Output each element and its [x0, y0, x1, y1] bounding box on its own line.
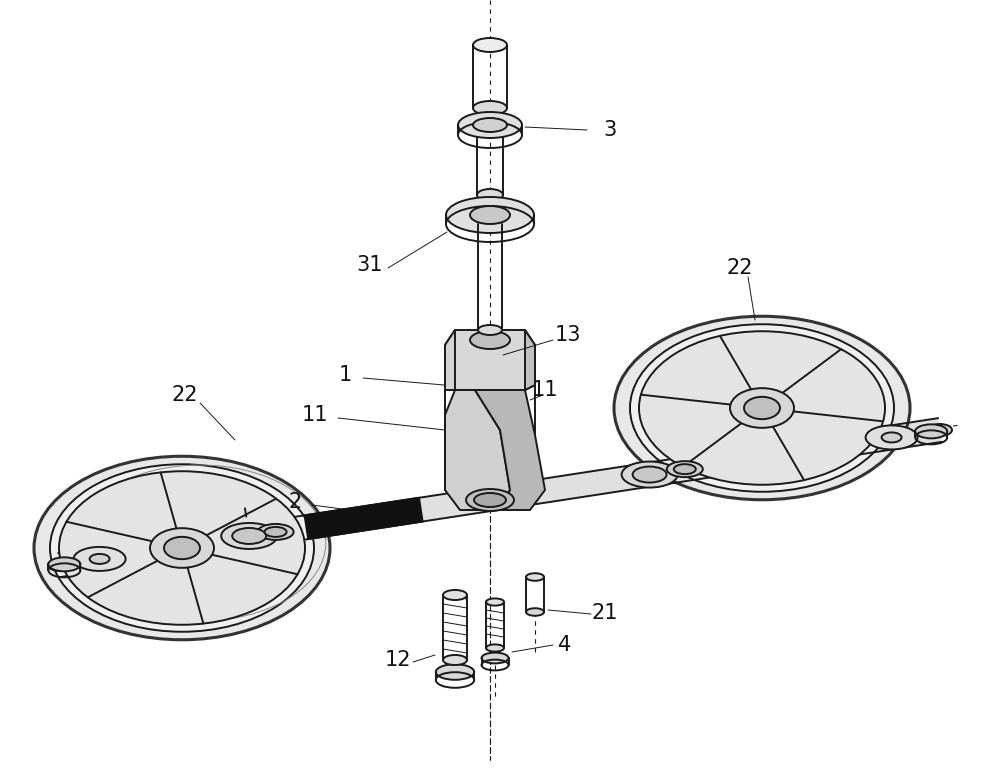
Ellipse shape — [90, 554, 110, 564]
Ellipse shape — [633, 467, 667, 482]
Ellipse shape — [50, 465, 314, 632]
Ellipse shape — [486, 644, 504, 651]
Text: 11: 11 — [302, 405, 328, 425]
Ellipse shape — [473, 38, 507, 52]
Ellipse shape — [667, 461, 703, 477]
Polygon shape — [445, 330, 455, 390]
Ellipse shape — [526, 608, 544, 615]
Polygon shape — [58, 418, 942, 577]
Polygon shape — [445, 330, 535, 390]
Ellipse shape — [478, 325, 502, 335]
Text: 13: 13 — [555, 325, 581, 345]
Ellipse shape — [34, 456, 330, 640]
Ellipse shape — [150, 528, 214, 568]
Ellipse shape — [928, 424, 952, 436]
Ellipse shape — [630, 325, 894, 492]
Ellipse shape — [466, 489, 514, 511]
Ellipse shape — [164, 536, 200, 559]
Text: 4: 4 — [558, 635, 572, 655]
Ellipse shape — [882, 432, 902, 443]
Ellipse shape — [866, 425, 918, 450]
Ellipse shape — [474, 493, 506, 507]
Polygon shape — [525, 330, 535, 390]
Text: 22: 22 — [172, 385, 198, 405]
Ellipse shape — [470, 331, 510, 349]
Ellipse shape — [48, 559, 72, 571]
Ellipse shape — [446, 197, 534, 233]
Ellipse shape — [915, 425, 947, 439]
Ellipse shape — [482, 653, 509, 663]
Ellipse shape — [59, 472, 305, 625]
Ellipse shape — [526, 573, 544, 581]
Ellipse shape — [473, 101, 507, 115]
Ellipse shape — [639, 332, 885, 485]
Text: 31: 31 — [357, 255, 383, 275]
Text: 12: 12 — [385, 650, 411, 670]
Ellipse shape — [730, 388, 794, 428]
Text: 1: 1 — [338, 365, 352, 385]
Text: 21: 21 — [592, 603, 618, 623]
Text: 3: 3 — [603, 120, 617, 140]
Ellipse shape — [477, 189, 503, 201]
Ellipse shape — [614, 316, 910, 500]
Ellipse shape — [458, 112, 522, 138]
Ellipse shape — [436, 664, 474, 680]
Ellipse shape — [674, 465, 696, 474]
Ellipse shape — [48, 558, 80, 572]
Polygon shape — [445, 390, 510, 510]
Ellipse shape — [74, 547, 126, 571]
Polygon shape — [305, 498, 423, 539]
Ellipse shape — [744, 396, 780, 419]
Ellipse shape — [258, 524, 294, 540]
Ellipse shape — [265, 527, 287, 537]
Polygon shape — [475, 390, 545, 510]
Text: 22: 22 — [727, 258, 753, 278]
Ellipse shape — [622, 461, 678, 487]
Text: 11: 11 — [532, 380, 558, 400]
Ellipse shape — [443, 655, 467, 665]
Ellipse shape — [470, 206, 510, 224]
Ellipse shape — [221, 523, 277, 549]
Ellipse shape — [232, 528, 266, 544]
Ellipse shape — [486, 598, 504, 605]
Ellipse shape — [473, 118, 507, 132]
Text: 2: 2 — [288, 492, 302, 512]
Ellipse shape — [443, 590, 467, 600]
